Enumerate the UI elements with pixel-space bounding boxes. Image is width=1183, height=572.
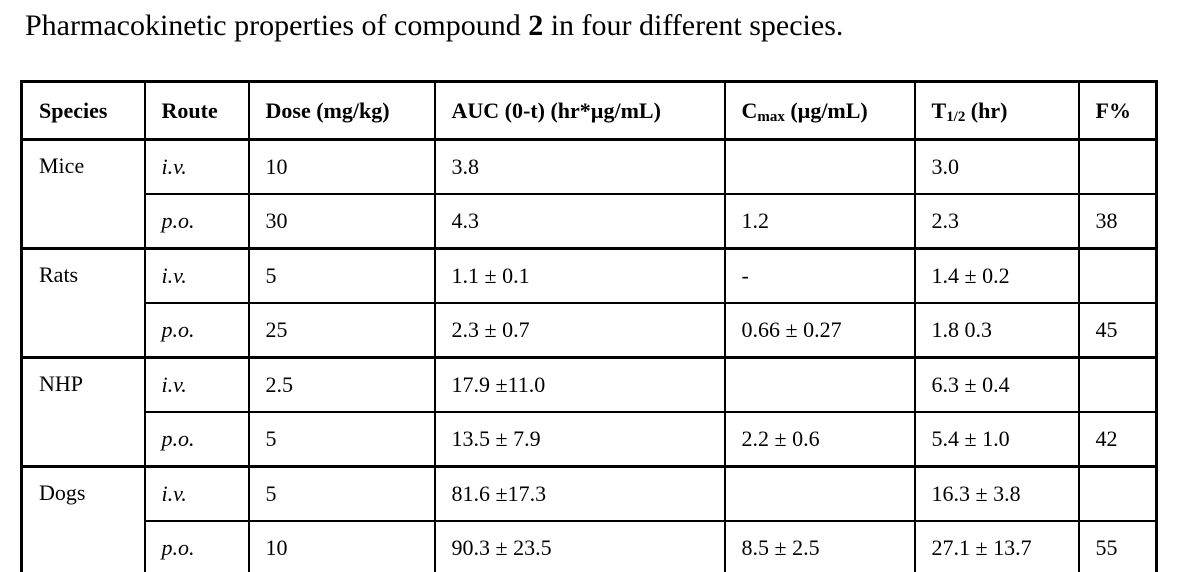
thalf-cell: 1.8 0.3 [913,302,1080,359]
dose-cell: 5 [247,411,436,468]
dose-cell: 2.5 [247,356,436,413]
cmax-cell [723,138,916,195]
auc-cell: 4.3 [433,193,726,250]
f-cell [1077,247,1158,304]
table-body: Mice i.v. 10 3.8 3.0 p.o. 30 4.3 1.2 2.3 38 Rats i.v… [20,138,1158,572]
route-cell: p.o. [143,302,250,359]
cmax-cell: 1.2 [723,193,916,250]
route-cell: i.v. [143,138,250,195]
cmax-cell: 8.5 ± 2.5 [723,520,916,572]
species-cell: NHP [20,356,146,468]
thalf-cell: 16.3 ± 3.8 [913,465,1080,522]
cmax-cell: - [723,247,916,304]
header-row: Species Route Dose (mg/kg) AUC (0-t) (hr… [20,80,1158,141]
table-caption: Pharmacokinetic properties of compound 2… [25,6,843,46]
species-cell: Dogs [20,465,146,572]
compound-number: 2 [528,9,544,42]
route-cell: i.v. [143,247,250,304]
header-auc: AUC (0-t) (hr*µg/mL) [433,80,726,141]
auc-cell: 81.6 ±17.3 [433,465,726,522]
dose-cell: 5 [247,465,436,522]
table-row: Rats i.v. 5 1.1 ± 0.1-1.4 ± 0.2 [20,247,1158,359]
auc-cell: 90.3 ± 23.5 [433,520,726,572]
species-cell: Rats [20,247,146,359]
route-cell: p.o. [143,520,250,572]
table-header: Species Route Dose (mg/kg) AUC (0-t) (hr… [20,80,1158,141]
route-cell: p.o. [143,411,250,468]
table-row: p.o. 30 4.3 1.2 2.3 38 [22,193,1158,250]
auc-cell: 1.1 ± 0.1 [433,247,726,304]
thalf-cell: 27.1 ± 13.7 [913,520,1080,572]
route-cell: i.v. [143,356,250,413]
table-row: Mice i.v. 10 3.8 3.0 [20,138,1158,250]
table-row: p.o. 5 13.5 ± 7.9 2.2 ± 0.6 5.4 ± 1.0 42 [22,411,1158,468]
header-dose: Dose (mg/kg) [247,80,436,141]
caption-prefix: Pharmacokinetic properties of compound [25,9,529,42]
auc-cell: 13.5 ± 7.9 [433,411,726,468]
dose-cell: 30 [247,193,436,250]
f-cell: 38 [1077,193,1158,250]
dose-cell: 5 [247,247,436,304]
table-row: NHP i.v. 2.5 17.9 ±11.0 6.3 ± 0.4 [20,356,1158,468]
table-row: Dogs i.v. 5 81.6 ±17.3 16.3 ± 3.8 [20,465,1158,572]
f-cell [1077,138,1158,195]
cmax-cell: 2.2 ± 0.6 [723,411,916,468]
route-cell: p.o. [143,193,250,250]
header-cmax: Cmax (µg/mL) [723,80,916,141]
header-route: Route [143,80,250,141]
thalf-cell: 3.0 [913,138,1080,195]
thalf-cell: 6.3 ± 0.4 [913,356,1080,413]
header-thalf: T1/2 (hr) [913,80,1080,141]
dose-cell: 25 [247,302,436,359]
auc-cell: 2.3 ± 0.7 [433,302,726,359]
f-cell: 55 [1077,520,1158,572]
caption-suffix: in four different species. [543,9,844,42]
thalf-cell: 1.4 ± 0.2 [913,247,1080,304]
route-cell: i.v. [143,465,250,522]
cmax-cell: 0.66 ± 0.27 [723,302,916,359]
header-f-percent: F% [1077,80,1158,141]
species-cell: Mice [20,138,146,250]
f-cell: 45 [1077,302,1158,359]
f-cell [1077,356,1158,413]
thalf-cell: 2.3 [913,193,1080,250]
f-cell [1077,465,1158,522]
thalf-cell: 5.4 ± 1.0 [913,411,1080,468]
table-row: p.o. 25 2.3 ± 0.7 0.66 ± 0.27 1.8 0.3 45 [22,302,1158,359]
pharmacokinetics-table: Species Route Dose (mg/kg) AUC (0-t) (hr… [20,80,1158,572]
cmax-cell [723,465,916,522]
f-cell: 42 [1077,411,1158,468]
table-row: p.o. 10 90.3 ± 23.5 8.5 ± 2.5 27.1 ± 13.7 55 [22,520,1158,572]
auc-cell: 3.8 [433,138,726,195]
cmax-cell [723,356,916,413]
header-species: Species [20,80,146,141]
auc-cell: 17.9 ±11.0 [433,356,726,413]
dose-cell: 10 [247,138,436,195]
dose-cell: 10 [247,520,436,572]
